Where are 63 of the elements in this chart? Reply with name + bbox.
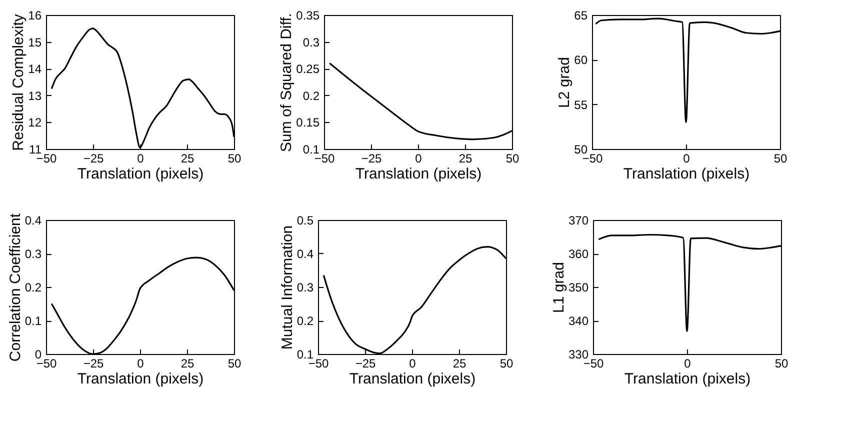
y-tick-label: 60 <box>574 53 588 68</box>
y-tick-label: 350 <box>568 280 589 294</box>
y-tick-label: 0.2 <box>296 314 314 328</box>
x-tick-label: 0 <box>137 356 144 370</box>
y-tick-label: 55 <box>574 98 588 112</box>
y-tick-label: 0.1 <box>302 142 320 156</box>
x-tick-label: −25 <box>83 152 104 166</box>
y-tick-label: 0.15 <box>296 116 320 130</box>
x-tick-label: 25 <box>180 152 194 166</box>
x-tick-label: 50 <box>228 152 242 166</box>
x-tick-label: 50 <box>506 152 520 166</box>
y-tick-label: 340 <box>568 314 589 328</box>
x-axis-title: Translation (pixels) <box>355 166 482 182</box>
y-tick-label: 15 <box>28 35 42 50</box>
y-tick-label: 0.2 <box>24 280 42 294</box>
x-tick-label: 50 <box>228 356 242 370</box>
x-axis-title: Translation (pixels) <box>624 370 751 388</box>
x-tick-label: −25 <box>355 356 376 370</box>
x-tick-label: −25 <box>83 356 104 370</box>
x-tick-label: 25 <box>452 356 466 370</box>
y-tick-label: 0 <box>34 348 42 362</box>
x-tick-label: 0 <box>409 356 416 370</box>
y-tick-label: 330 <box>568 348 589 362</box>
y-axis-title: L1 grad <box>550 262 568 313</box>
x-tick-label: 0 <box>684 356 692 370</box>
y-tick-label: 13 <box>28 88 42 103</box>
y-tick-label: 16 <box>28 8 42 22</box>
y-tick-label: 50 <box>574 142 588 156</box>
y-axis-title: Sum of Squared Diff. <box>278 13 296 152</box>
x-tick-label: 50 <box>774 152 788 166</box>
y-tick-label: 0.3 <box>296 280 314 294</box>
y-tick-label: 370 <box>568 214 589 228</box>
y-axis-title: Correlation Coefficient <box>6 212 24 362</box>
y-tick-label: 0.4 <box>24 214 42 228</box>
y-tick-label: 0.25 <box>296 62 320 76</box>
x-axis-title: Translation (pixels) <box>623 166 750 182</box>
x-axis-title: Translation (pixels) <box>77 166 204 182</box>
y-tick-label: 65 <box>574 8 588 22</box>
y-tick-label: 0.4 <box>296 247 314 261</box>
x-tick-label: 25 <box>180 356 194 370</box>
y-axis-title: Mutual Information <box>278 225 296 350</box>
y-tick-label: 0.3 <box>24 247 42 261</box>
y-tick-label: 12 <box>28 116 42 130</box>
y-tick-label: 0.1 <box>24 314 42 328</box>
y-axis-title: Residual Complexity <box>10 14 28 151</box>
x-tick-label: −25 <box>361 152 382 166</box>
y-tick-label: 0.1 <box>296 348 314 362</box>
y-tick-label: 0.3 <box>302 35 320 50</box>
x-tick-label: 50 <box>774 356 788 370</box>
y-tick-label: 14 <box>28 62 42 76</box>
x-tick-label: 0 <box>415 152 422 166</box>
x-tick-label: 0 <box>683 152 690 166</box>
x-tick-label: 0 <box>137 152 144 166</box>
y-tick-label: 11 <box>29 142 42 156</box>
y-tick-label: 360 <box>568 247 589 261</box>
y-tick-label: 0.35 <box>296 8 320 22</box>
y-tick-label: 0.5 <box>296 214 314 228</box>
y-axis-title: L2 grad <box>556 57 574 108</box>
x-tick-label: 25 <box>458 152 472 166</box>
y-tick-label: 0.2 <box>302 88 320 103</box>
x-tick-label: 50 <box>500 356 514 370</box>
x-axis-title: Translation (pixels) <box>349 370 476 388</box>
x-axis-title: Translation (pixels) <box>77 370 204 388</box>
